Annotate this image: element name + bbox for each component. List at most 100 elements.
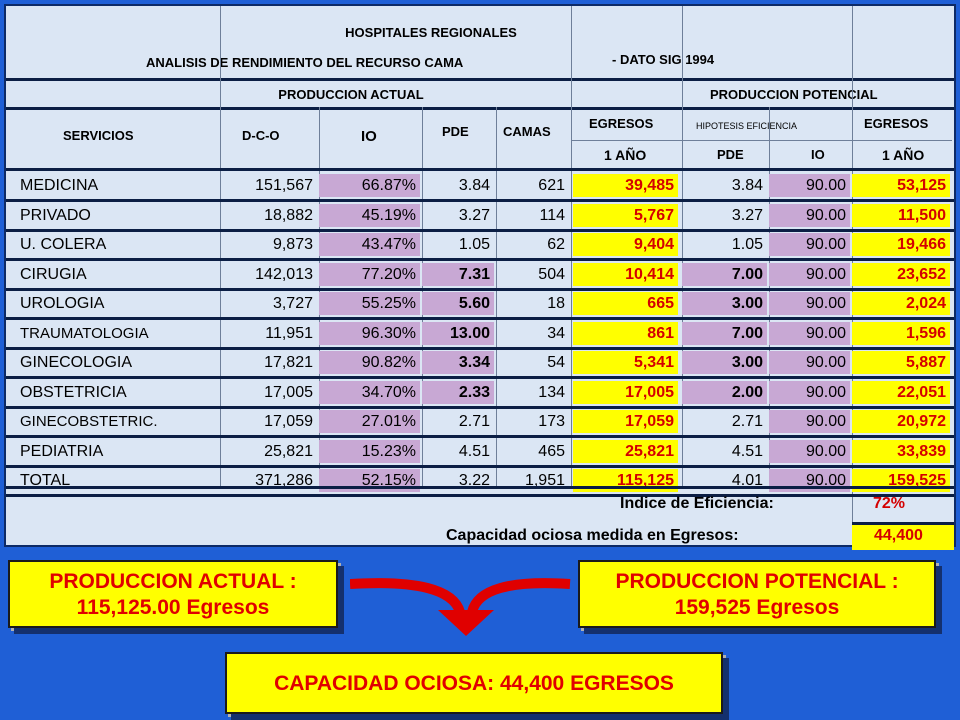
pde-value: 3.84: [458, 177, 490, 194]
pde2-value: 2.00: [682, 380, 767, 404]
table-row: OBSTETRICIA 17,005 34.70% 2.33 134 17,005 2.00…: [6, 380, 954, 409]
divider: [6, 78, 954, 81]
camas-value: 62: [547, 236, 565, 253]
capacidad-label: Capacidad ociosa medida en Egresos:: [446, 527, 739, 544]
io2-value: 90.00: [769, 351, 850, 374]
io2-value: 90.00: [769, 380, 850, 404]
camas-value: 134: [538, 383, 565, 401]
table-row: PRIVADO 18,882 45.19% 3.27 114 5,767 3.27 90.00…: [6, 203, 954, 232]
dco-value: 11,951: [265, 324, 313, 342]
io2-value: 90.00: [769, 233, 850, 256]
col-egresos: EGRESOS: [589, 116, 654, 131]
io2-value: 90.00: [769, 174, 850, 197]
col-io2: IO: [811, 147, 825, 162]
dco-value: 25,821: [264, 442, 313, 460]
table-row: TOTAL 371,286 52.15% 3.22 1,951 115,125 4.01 90…: [6, 469, 954, 497]
camas-value: 54: [547, 354, 565, 371]
service-name: U. COLERA: [20, 236, 107, 253]
section-prod-potencial: PRODUCCION POTENCIAL: [710, 87, 878, 102]
dco-value: 9,873: [272, 236, 313, 253]
service-name: CIRUGIA: [20, 265, 87, 283]
io-value: 55.25%: [319, 292, 420, 315]
dco-value: 142,013: [255, 265, 313, 283]
egresos-value: 17,005: [573, 380, 678, 404]
pde-value: 2.71: [458, 413, 490, 430]
io2-value: 90.00: [769, 292, 850, 315]
banner-potencial-line1: PRODUCCION POTENCIAL :: [615, 570, 899, 593]
egresos-value: 17,059: [573, 410, 678, 433]
indice-label: Indice de Eficiencia:: [620, 495, 774, 512]
row-divider: [6, 199, 954, 202]
service-name: GINECOBSTETRIC.: [20, 413, 158, 430]
egresos-value: 5,767: [573, 203, 678, 227]
pde-value: 3.27: [458, 206, 490, 224]
io2-value: 90.00: [769, 439, 850, 463]
io-value: 27.01%: [319, 410, 420, 433]
io2-value: 90.00: [769, 410, 850, 433]
io-value: 45.19%: [319, 203, 420, 227]
service-name: OBSTETRICIA: [20, 383, 127, 401]
col-pde: PDE: [442, 124, 469, 139]
dco-value: 17,005: [264, 383, 313, 401]
col-egresos2: EGRESOS: [864, 116, 929, 131]
egresos-value: 39,485: [573, 174, 678, 197]
col-servicios: SERVICIOS: [63, 128, 134, 143]
pde2-value: 7.00: [682, 262, 767, 286]
io-value: 77.20%: [319, 262, 420, 286]
divider: [6, 107, 954, 110]
divider: [6, 168, 954, 171]
egresos2-value: 33,839: [852, 439, 950, 463]
report-source: - DATO SIG 1994: [612, 52, 715, 67]
banner-potencial-line2: 159,525 Egresos: [674, 596, 840, 619]
row-divider: [6, 435, 954, 438]
row-divider: [6, 464, 954, 468]
io2-value: 90.00: [769, 262, 850, 286]
col-camas: CAMAS: [503, 124, 551, 139]
dco-value: 371,286: [255, 472, 313, 489]
col-dco: D-C-O: [242, 128, 280, 143]
indice-value: 72%: [873, 495, 906, 512]
banner-ociosa-text: CAPACIDAD OCIOSA: 44,400 EGRESOS: [274, 672, 674, 695]
pde2-value: 3.00: [682, 351, 767, 374]
table-row: U. COLERA 9,873 43.47% 1.05 62 9,404 1.05 90.00…: [6, 233, 954, 261]
banner-produccion-actual: PRODUCCION ACTUAL : 115,125.00 Egresos: [8, 560, 338, 628]
banner-capacidad-ociosa: CAPACIDAD OCIOSA: 44,400 EGRESOS: [225, 652, 723, 714]
report-subtitle: ANALISIS DE RENDIMIENTO DEL RECURSO CAMA: [146, 55, 464, 70]
table-row: MEDICINA 151,567 66.87% 3.84 621 39,485 3.84 90…: [6, 174, 954, 202]
capacidad-value-cell: [852, 522, 954, 550]
service-name: TOTAL: [20, 472, 71, 489]
divider: [571, 140, 952, 141]
row-divider: [6, 346, 954, 350]
egresos2-value: 2,024: [852, 292, 950, 315]
service-name: GINECOLOGIA: [20, 354, 133, 371]
pde-value: 13.00: [422, 321, 494, 345]
service-name: TRAUMATOLOGIA: [20, 324, 149, 342]
grid-line: [220, 6, 221, 486]
table-row: GINECOBSTETRIC. 17,059 27.01% 2.71 173 17,059…: [6, 410, 954, 438]
table-row: TRAUMATOLOGIA 11,951 96.30% 13.00 34 861 7.00 9…: [6, 321, 954, 350]
egresos-value: 861: [573, 321, 678, 345]
egresos-value: 665: [573, 292, 678, 315]
banner-actual-line1: PRODUCCION ACTUAL :: [49, 570, 297, 593]
pde-value: 3.34: [422, 351, 494, 374]
capacidad-value: 44,400: [874, 527, 923, 544]
service-name: PEDIATRIA: [20, 442, 104, 460]
banner-produccion-potencial: PRODUCCION POTENCIAL : 159,525 Egresos: [578, 560, 936, 628]
banner-actual-line2: 115,125.00 Egresos: [76, 596, 270, 619]
egresos2-value: 5,887: [852, 351, 950, 374]
egresos2-value: 20,972: [852, 410, 950, 433]
io-value: 43.47%: [319, 233, 420, 256]
table-row: UROLOGIA 3,727 55.25% 5.60 18 665 3.00 90.00 2,0…: [6, 292, 954, 320]
egresos2-value: 19,466: [852, 233, 950, 256]
egresos2-value: 1,596: [852, 321, 950, 345]
dco-value: 17,059: [264, 413, 313, 430]
pde2-value: 7.00: [682, 321, 767, 345]
io-value: 90.82%: [319, 351, 420, 374]
egresos-value: 25,821: [573, 439, 678, 463]
row-divider: [6, 376, 954, 379]
io-value: 66.87%: [319, 174, 420, 197]
row-divider: [6, 317, 954, 320]
egresos2-value: 23,652: [852, 262, 950, 286]
col-egresos2-sub: 1 AÑO: [882, 147, 925, 163]
pde-value: 2.33: [422, 380, 494, 404]
